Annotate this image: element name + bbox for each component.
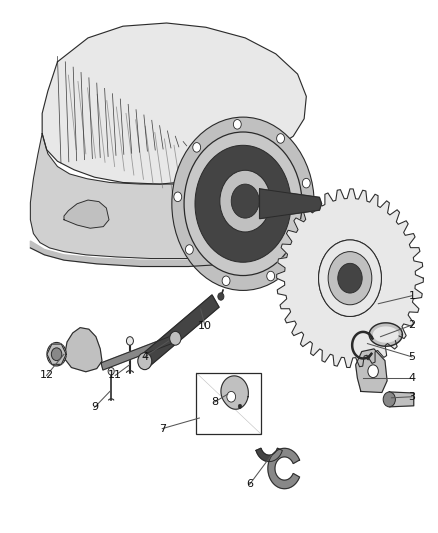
Circle shape [47,343,66,366]
Circle shape [368,365,378,377]
Polygon shape [256,448,283,462]
Circle shape [172,117,314,290]
Circle shape [108,368,114,375]
Polygon shape [141,295,219,367]
Polygon shape [260,189,321,219]
Polygon shape [101,335,176,370]
Text: 7: 7 [159,424,166,434]
Circle shape [383,392,396,407]
Circle shape [328,252,372,305]
Text: 5: 5 [409,352,416,362]
Circle shape [193,143,201,152]
Circle shape [302,179,310,188]
Polygon shape [221,376,248,409]
Circle shape [231,184,259,218]
Text: 4: 4 [141,352,148,362]
Polygon shape [374,327,398,342]
Text: 11: 11 [108,370,122,381]
Text: 4: 4 [408,373,416,383]
Circle shape [227,391,236,402]
Text: 1: 1 [409,290,416,301]
Circle shape [338,263,362,293]
Polygon shape [30,241,292,266]
Text: 2: 2 [408,320,416,330]
Circle shape [222,276,230,286]
Polygon shape [389,392,414,407]
Polygon shape [318,240,381,317]
Text: 10: 10 [198,321,212,331]
Text: 8: 8 [211,397,218,407]
Polygon shape [30,134,294,259]
Circle shape [51,348,62,361]
Circle shape [185,245,193,254]
Polygon shape [42,23,306,184]
Circle shape [318,240,381,317]
Circle shape [277,134,285,143]
Circle shape [220,170,271,232]
Circle shape [170,332,181,345]
Polygon shape [47,344,66,365]
Polygon shape [277,189,424,368]
Circle shape [233,119,241,129]
Circle shape [195,146,291,262]
Polygon shape [14,21,317,240]
Bar [196,373,261,434]
Polygon shape [65,328,102,372]
Circle shape [184,132,302,276]
Circle shape [138,353,152,369]
Text: 9: 9 [91,402,98,413]
Circle shape [298,233,306,243]
Circle shape [267,271,275,281]
Text: 3: 3 [409,392,416,402]
Polygon shape [356,349,387,392]
Circle shape [127,337,134,345]
Text: 6: 6 [246,480,253,489]
Circle shape [238,404,242,408]
Circle shape [218,293,224,300]
Text: 12: 12 [39,370,53,381]
Polygon shape [268,448,300,489]
Circle shape [174,192,182,201]
Polygon shape [369,323,403,346]
Polygon shape [64,200,109,228]
